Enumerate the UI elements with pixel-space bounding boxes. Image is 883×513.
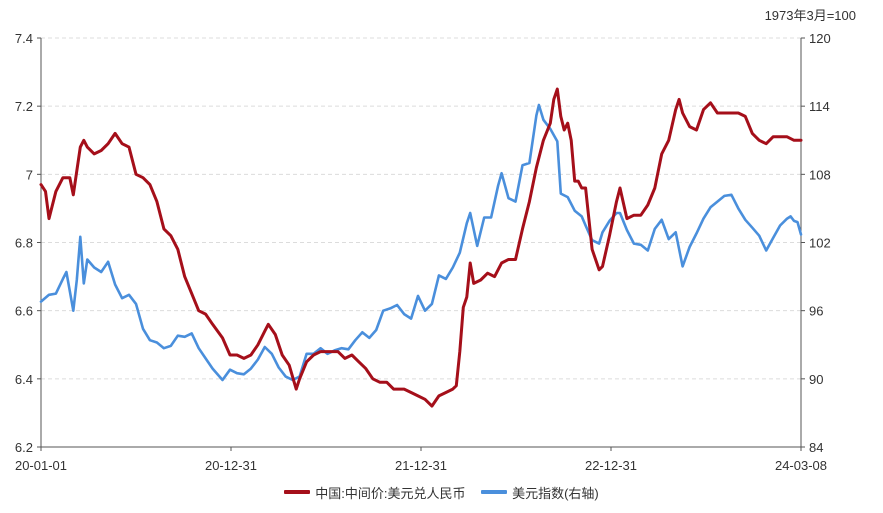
right-y-tick-label: 114: [809, 99, 830, 114]
left-y-tick-label: 6.6: [15, 304, 33, 319]
gridlines: [41, 37, 801, 380]
left-y-tick-label: 7.2: [15, 99, 33, 114]
right-y-tick-label: 102: [809, 236, 831, 251]
legend-label-cny: 中国:中间价:美元兑人民币: [315, 485, 466, 501]
x-tick-label: 24-03-08: [775, 458, 827, 473]
series-line-cny: [39, 87, 803, 408]
x-tick-label: 20-01-01: [15, 458, 67, 473]
left-y-tick-label: 6.2: [15, 440, 33, 455]
right-y-tick-label: 108: [809, 167, 831, 182]
right-y-tick-label: 84: [809, 440, 823, 455]
left-y-tick-label: 6.8: [15, 236, 33, 251]
x-tick-label: 21-12-31: [395, 458, 447, 473]
right-axis-unit-note: 1973年3月=100: [765, 8, 856, 23]
ticks: 6.2 84 6.4 90 6.6 96 6.8 102 7 108 7.2 114 7.4 120 20-…: [15, 31, 831, 473]
x-tick-label: 22-12-31: [585, 458, 637, 473]
legend-item-dxy: 美元指数(右轴): [481, 483, 599, 502]
left-y-tick-label: 7: [26, 167, 33, 182]
legend-swatch-dxy: [481, 490, 508, 494]
left-y-tick-label: 7.4: [15, 31, 33, 46]
series-lines: [39, 87, 803, 408]
left-y-tick-label: 6.4: [15, 372, 33, 387]
legend-item-cny: 中国:中间价:美元兑人民币: [284, 483, 465, 502]
series-line-dxy: [39, 103, 803, 382]
x-tick-label: 20-12-31: [205, 458, 257, 473]
right-y-tick-label: 90: [809, 372, 823, 387]
legend-label-dxy: 美元指数(右轴): [512, 485, 599, 501]
right-y-tick-label: 120: [809, 31, 831, 46]
right-y-tick-label: 96: [809, 304, 823, 319]
legend: 中国:中间价:美元兑人民币 美元指数(右轴): [0, 482, 883, 502]
legend-swatch-cny: [284, 490, 311, 494]
